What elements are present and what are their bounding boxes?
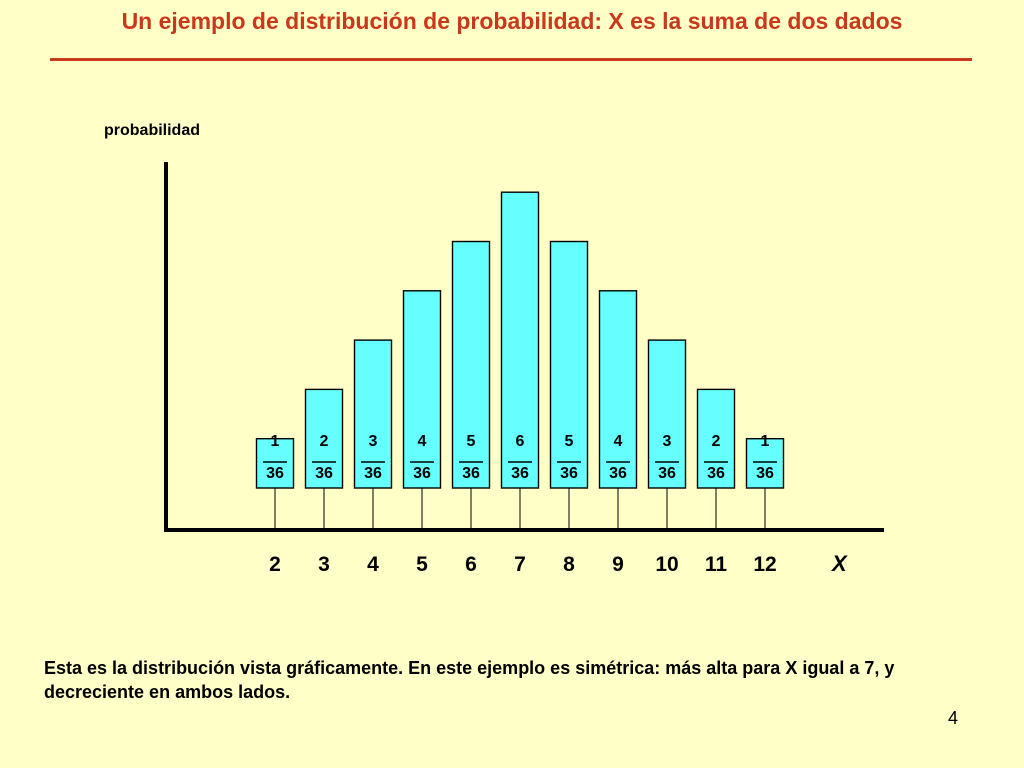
bar-4 bbox=[353, 339, 393, 489]
x-axis-label: X bbox=[830, 551, 848, 576]
bar-label-denominator: 36 bbox=[364, 465, 382, 482]
bar-7 bbox=[500, 191, 540, 489]
bar-label-denominator: 36 bbox=[560, 465, 578, 482]
bar-label-denominator: 36 bbox=[707, 465, 725, 482]
bar-label-numerator: 6 bbox=[516, 433, 525, 450]
x-tick-label: 12 bbox=[753, 553, 776, 576]
bar-10 bbox=[647, 339, 687, 489]
bar-label-denominator: 36 bbox=[658, 465, 676, 482]
bar-11 bbox=[696, 388, 736, 489]
bar-9 bbox=[598, 290, 638, 489]
x-tick-label: 11 bbox=[705, 553, 728, 576]
bar-label-denominator: 36 bbox=[756, 465, 774, 482]
bar-label-numerator: 5 bbox=[565, 433, 574, 450]
x-tick-label: 8 bbox=[563, 553, 575, 576]
bar-8 bbox=[549, 240, 589, 489]
title-underline bbox=[50, 58, 972, 61]
bar-label-numerator: 2 bbox=[320, 433, 329, 450]
bar-label-numerator: 3 bbox=[663, 433, 672, 450]
bar-label-denominator: 36 bbox=[266, 465, 284, 482]
bar-label-denominator: 36 bbox=[315, 465, 333, 482]
slide-caption: Esta es la distribución vista gráficamen… bbox=[44, 658, 895, 702]
bar-6 bbox=[451, 240, 491, 489]
x-tick-label: 3 bbox=[318, 553, 330, 576]
x-tick-stems bbox=[274, 488, 766, 530]
bar-2 bbox=[255, 438, 295, 489]
page-number: 4 bbox=[948, 708, 959, 728]
bars-group bbox=[255, 191, 785, 489]
bar-12 bbox=[745, 438, 785, 489]
bar-labels-group: 1 36 2 36 3 36 4 36 5 36 6 36 5 36 4 36 3 36 2 36 1 36 bbox=[263, 433, 777, 482]
bar-label-numerator: 2 bbox=[712, 433, 721, 450]
bar-label-denominator: 36 bbox=[413, 465, 431, 482]
bar-label-denominator: 36 bbox=[462, 465, 480, 482]
bar-label-numerator: 4 bbox=[614, 433, 623, 450]
y-axis-label: probabilidad bbox=[104, 122, 200, 139]
bar-label-denominator: 36 bbox=[511, 465, 529, 482]
bar-label-numerator: 3 bbox=[369, 433, 378, 450]
bar-label-denominator: 36 bbox=[609, 465, 627, 482]
x-tick-labels: 2 3 4 5 6 7 8 9 10 11 12 bbox=[269, 553, 777, 576]
x-tick-label: 10 bbox=[655, 553, 678, 576]
x-tick-label: 6 bbox=[465, 553, 477, 576]
x-tick-label: 9 bbox=[612, 553, 624, 576]
x-tick-label: 4 bbox=[367, 553, 379, 576]
bar-5 bbox=[402, 290, 442, 489]
bar-3 bbox=[304, 388, 344, 489]
x-tick-label: 5 bbox=[416, 553, 428, 576]
bar-label-numerator: 4 bbox=[418, 433, 427, 450]
bar-label-numerator: 1 bbox=[761, 433, 770, 450]
bar-label-numerator: 1 bbox=[271, 433, 280, 450]
slide-title: Un ejemplo de distribución de probabilid… bbox=[121, 8, 903, 34]
bar-label-numerator: 5 bbox=[467, 433, 476, 450]
x-tick-label: 7 bbox=[514, 553, 526, 576]
x-tick-label: 2 bbox=[269, 553, 281, 576]
